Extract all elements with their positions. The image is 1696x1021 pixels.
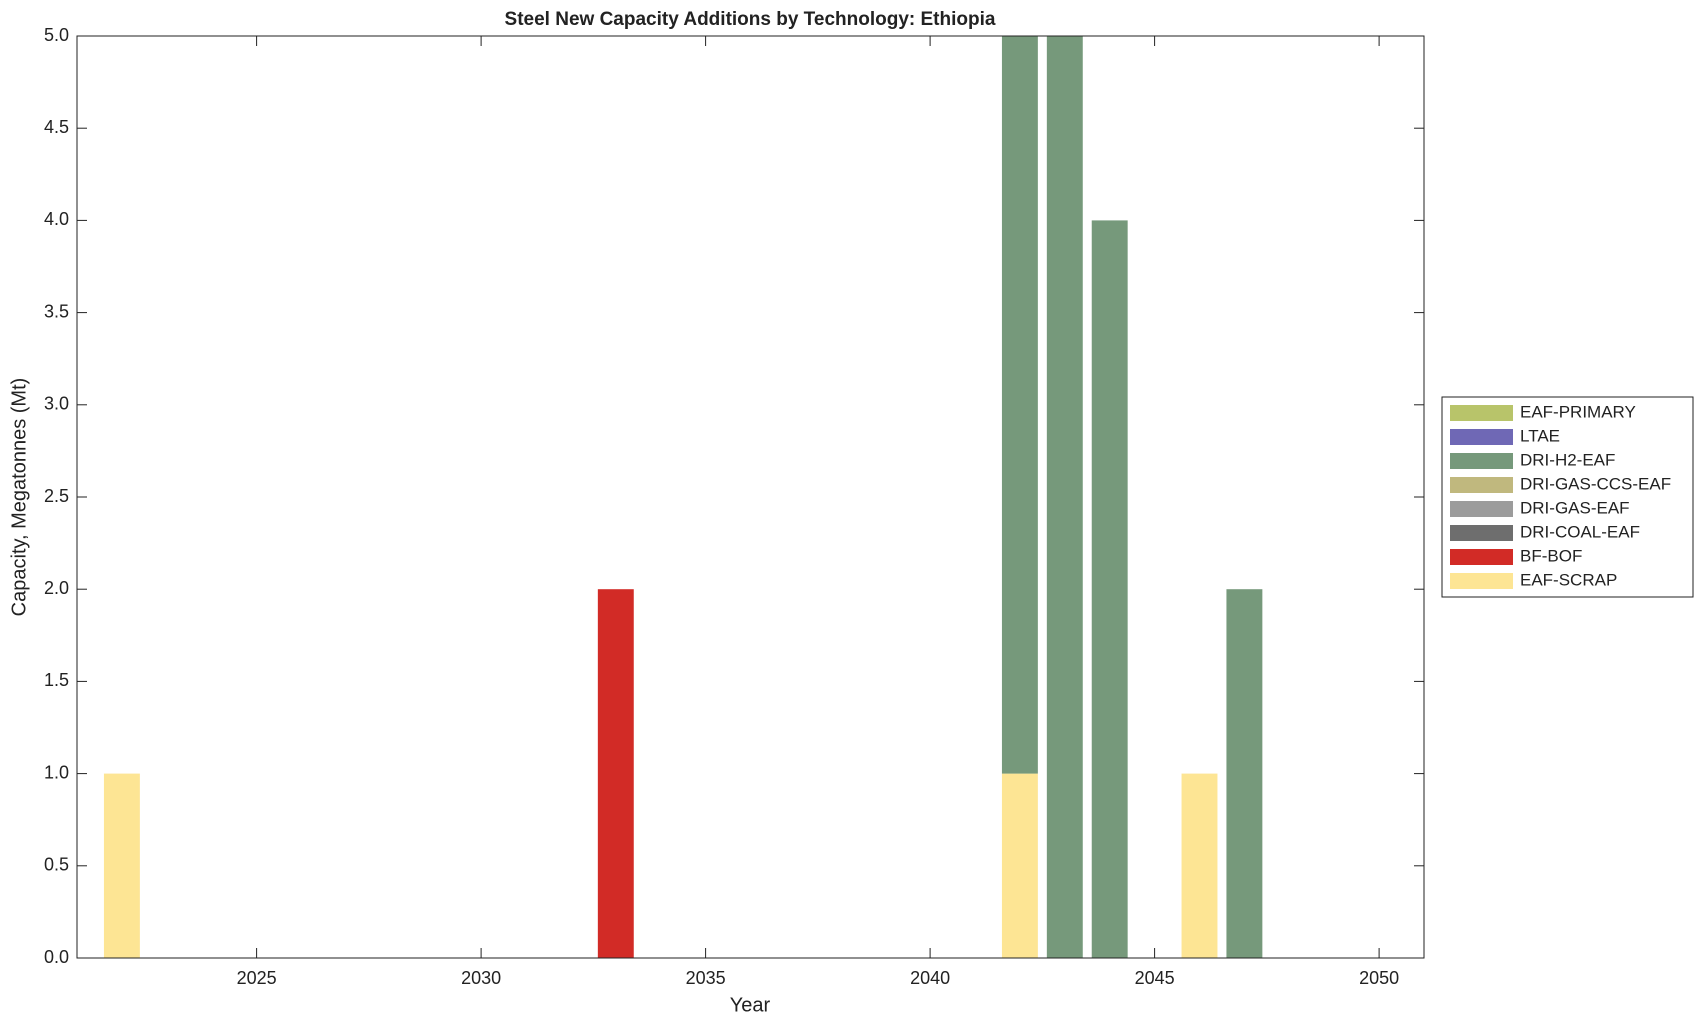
y-tick-label: 1.0 [44,762,69,782]
legend-swatch [1450,525,1513,541]
bar-segment [1226,589,1263,958]
legend-label: BF-BOF [1520,546,1582,565]
legend-label: DRI-GAS-EAF [1520,498,1630,517]
legend-swatch [1450,453,1513,469]
x-axis-label: Year [730,994,771,1016]
x-tick-label: 2030 [461,968,501,988]
legend-label: LTAE [1520,426,1560,445]
legend-label: DRI-GAS-CCS-EAF [1520,474,1671,493]
y-tick-label: 2.5 [44,486,69,506]
legend-swatch [1450,405,1513,421]
y-tick-label: 3.5 [44,301,69,321]
legend-label: DRI-H2-EAF [1520,450,1615,469]
x-tick-label: 2045 [1135,968,1175,988]
legend-label: EAF-SCRAP [1520,570,1617,589]
bar-segment [597,589,634,958]
y-tick-label: 3.0 [44,394,69,414]
x-tick-label: 2040 [910,968,950,988]
legend-box [1441,396,1694,598]
legend-swatch [1450,501,1513,517]
y-tick-label: 5.0 [44,25,69,45]
legend-label: DRI-COAL-EAF [1520,522,1640,541]
legend-swatch [1450,477,1513,493]
y-tick-label: 0.0 [44,947,69,967]
x-tick-label: 2035 [686,968,726,988]
bar-segment [1091,220,1128,958]
y-tick-label: 4.0 [44,209,69,229]
chart-title: Steel New Capacity Additions by Technolo… [505,9,996,30]
bar-segment [1001,36,1038,774]
bar-segment [1046,36,1083,958]
y-tick-label: 4.5 [44,117,69,137]
bar-segment [1001,773,1038,958]
legend-swatch [1450,429,1513,445]
y-tick-label: 2.0 [44,578,69,598]
y-tick-label: 0.5 [44,855,69,875]
y-tick-label: 1.5 [44,670,69,690]
legend-label: EAF-PRIMARY [1520,402,1636,421]
x-tick-label: 2025 [237,968,277,988]
legend-swatch [1450,549,1513,565]
bar-segment [1181,773,1218,958]
y-axis-label: Capacity, Megatonnes (Mt) [8,378,30,617]
legend-swatch [1450,573,1513,589]
bar-segment [103,773,140,958]
x-tick-label: 2050 [1359,968,1399,988]
